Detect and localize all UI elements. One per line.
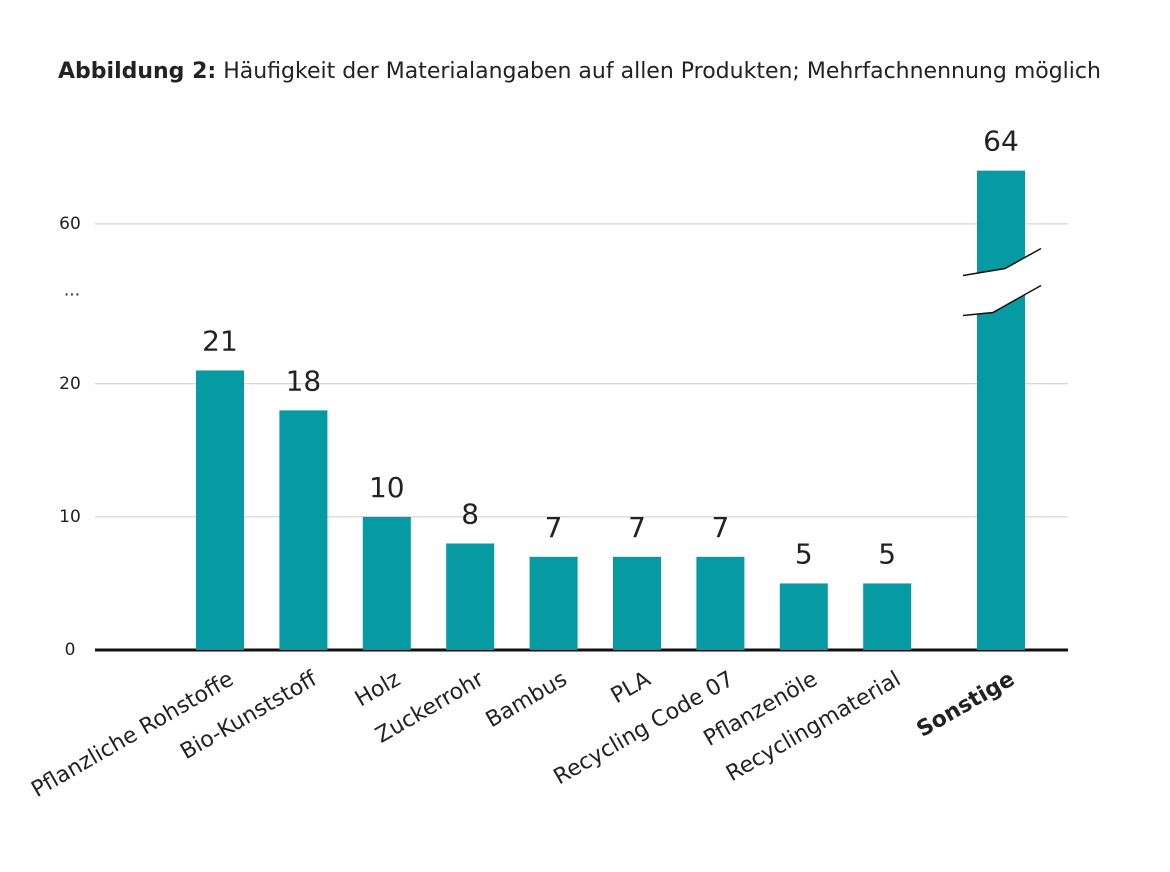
x-tick-label: Holz [351,667,405,712]
bar [279,410,328,650]
bar [613,556,661,650]
bar [696,556,745,650]
y-break-label: ... [64,281,80,301]
chart-title: Abbildung 2: Häufigkeit der Materialanga… [58,59,1101,84]
value-label: 64 [983,125,1019,158]
y-tick-label: 10 [59,507,81,527]
value-label: 21 [202,324,238,357]
y-tick-label: 0 [65,640,76,660]
x-tick-label: Bambus [482,667,572,733]
value-label: 7 [711,511,729,544]
value-label: 7 [628,511,646,544]
value-label: 7 [545,511,563,544]
bar [863,583,912,650]
value-label: 18 [286,364,322,397]
axis-break [963,248,1041,316]
bar [977,170,1025,650]
bar [446,543,495,650]
axis-break-line [962,284,1042,317]
y-tick-label: 60 [59,214,81,234]
title-text: Häufigkeit der Materialangaben auf allen… [223,59,1101,84]
bar [529,556,578,650]
x-tick-label: Bio-Kunststoff [176,666,322,765]
y-tick-label: 20 [59,374,81,394]
x-tick-label: PLA [607,667,655,709]
value-label: 5 [878,537,896,570]
bar [362,516,411,650]
value-label: 10 [369,471,405,504]
x-tick-label: Sonstige [913,667,1019,743]
bar [196,370,244,650]
title-prefix: Abbildung 2: [58,59,216,84]
axis-break-line [962,247,1042,277]
value-label: 5 [795,537,813,570]
value-label: 8 [461,498,479,531]
bar [779,583,828,650]
